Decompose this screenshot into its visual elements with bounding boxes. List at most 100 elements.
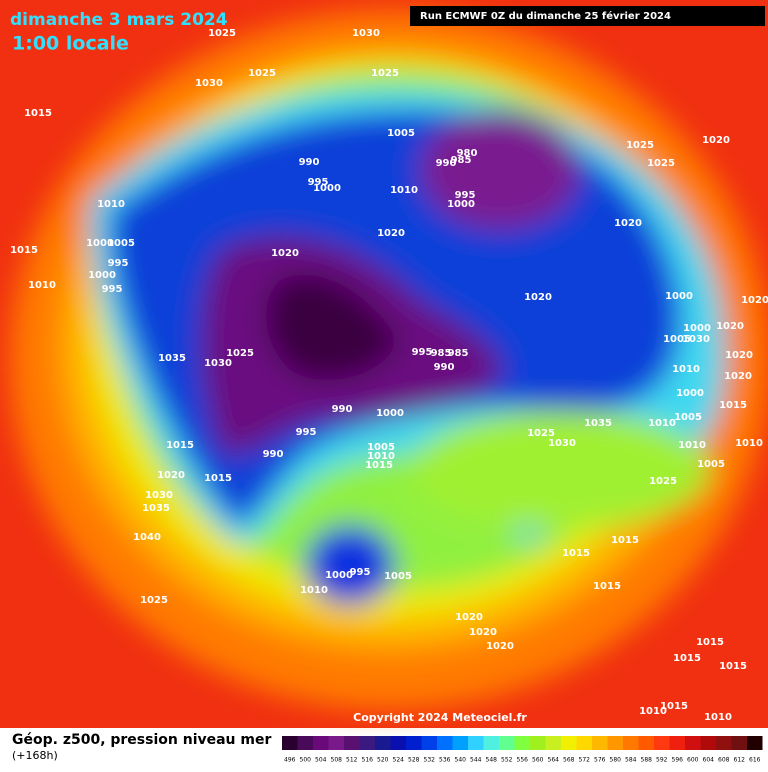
isobar-label: 1005 <box>384 571 412 582</box>
isobar-label: 1005 <box>663 334 691 345</box>
color-swatch <box>406 736 422 750</box>
isobar-label: 1035 <box>142 503 170 514</box>
isobar-label: 995 <box>308 177 329 188</box>
run-box <box>410 6 765 26</box>
scale-label: 548 <box>486 757 498 764</box>
scale-label: 544 <box>470 757 482 764</box>
isobar-label: 1010 <box>390 185 418 196</box>
date: dimanche 3 mars 2024 <box>10 10 228 30</box>
isobar-label: 1020 <box>702 135 730 146</box>
scale-label: 612 <box>734 757 746 764</box>
isobar-label: 1005 <box>674 412 702 423</box>
scale-label: 524 <box>393 757 405 764</box>
color-swatch <box>545 736 561 750</box>
isobar-label: 1020 <box>716 321 744 332</box>
isobar-label: 1015 <box>24 108 52 119</box>
isobar-label: 1020 <box>741 295 768 306</box>
isobar-label: 1010 <box>735 438 763 449</box>
color-swatch <box>499 736 515 750</box>
color-swatch <box>747 736 763 750</box>
color-swatch <box>654 736 670 750</box>
scale-label: 580 <box>610 757 622 764</box>
isobar-label: 1005 <box>387 128 415 139</box>
isobar-label: 1030 <box>352 28 380 39</box>
isobar-label: 1020 <box>377 228 405 239</box>
scale-label: 572 <box>579 757 591 764</box>
scale-label: 564 <box>548 757 560 764</box>
scale-label: 568 <box>563 757 575 764</box>
scale-label: 520 <box>377 757 389 764</box>
isobar-label: 1025 <box>647 158 675 169</box>
isobar-label: 1000 <box>376 408 404 419</box>
scale-label: 496 <box>284 757 296 764</box>
isobar-label: 1005 <box>697 459 725 470</box>
scale-label: 504 <box>315 757 327 764</box>
color-swatch <box>716 736 732 750</box>
color-swatch <box>375 736 391 750</box>
isobar-label: 1010 <box>367 451 395 462</box>
color-swatch <box>638 736 654 750</box>
scale-label: 608 <box>718 757 730 764</box>
isobar-label: 1010 <box>97 199 125 210</box>
scale-label: 512 <box>346 757 358 764</box>
color-swatch <box>607 736 623 750</box>
isobar-label: 990 <box>332 404 353 415</box>
isobar-label: 1020 <box>725 350 753 361</box>
isobar-label: 1035 <box>584 418 612 429</box>
isobar-label: 1010 <box>300 585 328 596</box>
isobar-label: 1015 <box>10 245 38 256</box>
scale-label: 552 <box>501 757 513 764</box>
isobar-label: 1020 <box>157 470 185 481</box>
isobar-label: 1000 <box>676 388 704 399</box>
isobar-label: 1025 <box>208 28 236 39</box>
isobar-label: 1015 <box>719 661 747 672</box>
isobar-label: 1020 <box>524 292 552 303</box>
scale-label: 516 <box>362 757 374 764</box>
isobar-label: 995 <box>108 258 129 269</box>
isobar-label: 1040 <box>133 532 161 543</box>
isobar-label: 1035 <box>158 353 186 364</box>
color-swatch <box>685 736 701 750</box>
color-swatch <box>390 736 406 750</box>
scale-label: 500 <box>300 757 312 764</box>
isobar-label: 1005 <box>367 442 395 453</box>
lead-time: (+168h) <box>12 749 58 762</box>
scale-label: 588 <box>641 757 653 764</box>
isobar-label: 1025 <box>371 68 399 79</box>
color-swatch <box>530 736 546 750</box>
isobar-label: 1010 <box>704 712 732 723</box>
isobar-label: 980 <box>457 148 478 159</box>
color-swatch <box>297 736 313 750</box>
scale-label: 532 <box>424 757 436 764</box>
isobar-label: 1025 <box>527 428 555 439</box>
color-swatch <box>421 736 437 750</box>
isobar-label: 985 <box>431 348 452 359</box>
isobar-label: 1015 <box>611 535 639 546</box>
isobar-label: 990 <box>263 449 284 460</box>
isobar-label: 1030 <box>204 358 232 369</box>
scale-label: 576 <box>594 757 606 764</box>
isobar-label: 1030 <box>145 490 173 501</box>
isobar-label: 985 <box>451 155 472 166</box>
isobar-label: 1000 <box>88 270 116 281</box>
isobar-label: 1015 <box>365 460 393 471</box>
copyright: Copyright 2024 Meteociel.fr <box>353 711 527 724</box>
isobar-label: 1000 <box>683 323 711 334</box>
time: 1:00 locale <box>12 33 129 55</box>
isobar-label: 1020 <box>455 612 483 623</box>
color-swatch <box>623 736 639 750</box>
scale-label: 508 <box>331 757 343 764</box>
scale-label: 616 <box>749 757 761 764</box>
field-name: Géop. z500, pression niveau mer <box>12 732 271 748</box>
isobar-label: 1015 <box>166 440 194 451</box>
isobar-label: 1015 <box>696 637 724 648</box>
isobar-label: 1025 <box>226 348 254 359</box>
isobar-label: 1015 <box>593 581 621 592</box>
isobar-label: 1015 <box>719 400 747 411</box>
isobar-label: 985 <box>448 348 469 359</box>
isobar-label: 1030 <box>548 438 576 449</box>
color-swatch <box>731 736 747 750</box>
color-swatch <box>592 736 608 750</box>
